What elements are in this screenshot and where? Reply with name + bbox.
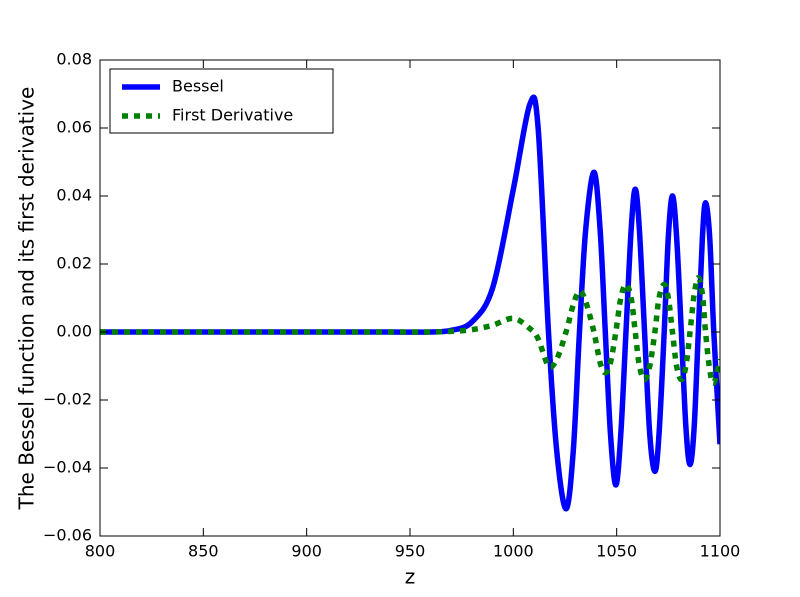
y-tick-label: −0.06 — [43, 526, 92, 545]
y-tick-label: −0.02 — [43, 390, 92, 409]
x-tick-label: 800 — [85, 542, 116, 561]
legend-label: First Derivative — [172, 106, 293, 125]
y-tick-label: 0.04 — [56, 186, 92, 205]
legend-label: Bessel — [172, 77, 224, 96]
y-tick-label: 0.00 — [56, 322, 92, 341]
y-axis-label: The Bessel function and its first deriva… — [15, 87, 39, 511]
x-tick-label: 1100 — [700, 542, 741, 561]
plot-area — [100, 94, 720, 512]
x-tick-label: 850 — [188, 542, 219, 561]
y-tick-label: −0.04 — [43, 458, 92, 477]
legend-box — [109, 68, 334, 134]
x-tick-label: 950 — [395, 542, 426, 561]
x-axis-label: z — [405, 565, 416, 589]
x-tick-label: 1000 — [493, 542, 534, 561]
y-tick-label: 0.06 — [56, 118, 92, 137]
x-tick-label: 900 — [291, 542, 322, 561]
x-tick-label: 1050 — [596, 542, 637, 561]
data-line — [100, 274, 720, 387]
y-tick-label: 0.08 — [56, 50, 92, 69]
y-tick-label: 0.02 — [56, 254, 92, 273]
